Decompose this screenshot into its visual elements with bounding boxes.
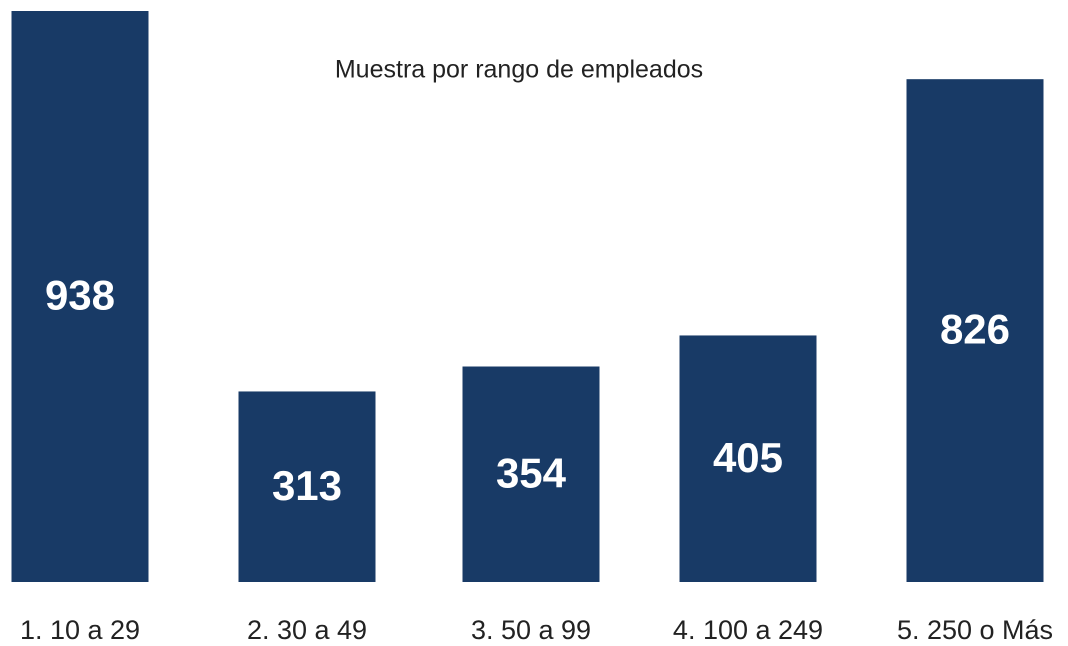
x-tick-label: 5. 250 o Más [897,615,1053,645]
bar [462,366,600,582]
bar [11,11,149,582]
value-label: 826 [940,306,1010,353]
value-label: 354 [496,449,567,496]
bar [238,391,376,582]
x-tick-label: 4. 100 a 249 [673,615,823,645]
bar [679,335,817,582]
bar [906,79,1044,582]
value-label: 938 [45,272,115,319]
value-label: 405 [713,434,783,481]
x-tick-label: 2. 30 a 49 [247,615,367,645]
value-label: 313 [272,462,342,509]
x-tick-label: 1. 10 a 29 [20,615,140,645]
chart-title: Muestra por rango de empleados [335,56,703,84]
x-tick-label: 3. 50 a 99 [471,615,591,645]
